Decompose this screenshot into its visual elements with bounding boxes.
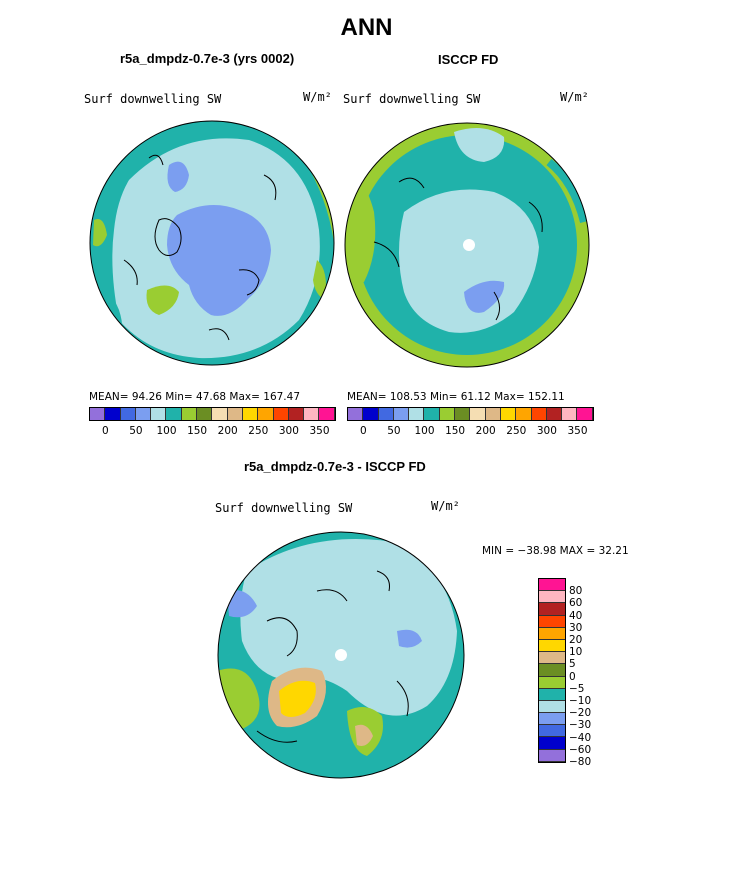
colorbar-tick-label: −60 <box>569 743 592 756</box>
colorbar-tick-label: 350 <box>567 425 588 437</box>
colorbar-tick-label: 250 <box>506 425 527 437</box>
colorbar-tick-label: 10 <box>569 646 583 659</box>
colorbar-tick-label: 50 <box>129 425 143 437</box>
colorbar-tick-label: 0 <box>569 670 576 683</box>
colorbar-tick-label: 250 <box>248 425 269 437</box>
colorbar-swatch <box>539 652 565 665</box>
colorbar-swatch <box>531 408 547 420</box>
colorbar-swatch <box>166 408 182 420</box>
colorbar-diff <box>538 578 566 763</box>
colorbar-tick-label: 200 <box>217 425 238 437</box>
colorbar-tick-label: 30 <box>569 621 583 634</box>
colorbar-swatch <box>363 408 379 420</box>
colorbar-swatch <box>539 737 565 750</box>
colorbar-tick-label: 300 <box>536 425 557 437</box>
colorbar-tick-label: −10 <box>569 695 592 707</box>
variable-label-diff: Surf downwelling SW <box>215 501 353 515</box>
colorbar-tick-label: −20 <box>569 707 592 720</box>
colorbar-swatch <box>562 408 578 420</box>
colorbar-swatch <box>539 664 565 677</box>
colorbar-swatch <box>539 713 565 726</box>
colorbar-swatch <box>319 408 335 420</box>
colorbar-tick-label: 150 <box>445 425 466 437</box>
colorbar-swatch <box>393 408 410 420</box>
colorbar-swatch <box>151 408 167 420</box>
colorbar-swatch <box>500 408 517 420</box>
stats-model: MEAN= 94.26 Min= 47.68 Max= 167.47 <box>89 391 301 403</box>
colorbar-tick-label: −30 <box>569 719 592 732</box>
colorbar-swatch <box>378 408 394 420</box>
colorbar-swatch <box>197 408 213 420</box>
panel-title-model: r5a_dmpdz-0.7e-3 (yrs 0002) <box>120 51 295 66</box>
units-label-model: W/m² <box>303 90 332 104</box>
polar-map-obs <box>344 122 590 368</box>
colorbar-tick-label: −40 <box>569 731 592 744</box>
colorbar-swatch <box>273 408 289 420</box>
colorbar-swatch <box>135 408 152 420</box>
colorbar-tick-label: 100 <box>414 425 435 437</box>
variable-label-obs: Surf downwelling SW <box>343 92 481 106</box>
colorbar-tick-label: 350 <box>309 425 330 437</box>
colorbar-swatch <box>539 676 565 689</box>
colorbar-swatch <box>455 408 471 420</box>
colorbar-swatch <box>539 688 565 701</box>
colorbar-swatch <box>539 591 565 604</box>
panel-title-obs: ISCCP FD <box>438 52 499 67</box>
colorbar-swatch <box>577 408 593 420</box>
colorbar-swatch <box>539 749 565 762</box>
colorbar-swatch <box>227 408 243 420</box>
colorbar-swatch <box>539 725 565 738</box>
colorbar-swatch <box>409 408 425 420</box>
stats-diff: MIN = −38.98 MAX = 32.21 <box>482 545 629 557</box>
colorbar-tick-label: 200 <box>475 425 496 437</box>
colorbar-swatch <box>212 408 228 420</box>
colorbar-tick-label: −5 <box>569 682 585 695</box>
colorbar-tick-label: 60 <box>569 597 583 610</box>
colorbar-swatch <box>539 700 565 714</box>
stats-obs: MEAN= 108.53 Min= 61.12 Max= 152.11 <box>347 391 565 403</box>
colorbar-tick-label: 0 <box>101 425 109 437</box>
colorbar-swatch <box>258 408 274 420</box>
colorbar-tick-label: 80 <box>569 585 583 598</box>
colorbar-swatch <box>470 408 486 420</box>
colorbar-swatch <box>424 408 440 420</box>
colorbar-obs <box>347 407 594 421</box>
colorbar-swatch <box>288 408 305 420</box>
colorbar-swatch <box>485 408 501 420</box>
colorbar-swatch <box>120 408 136 420</box>
colorbar-swatch <box>105 408 121 420</box>
colorbar-tick-label: 100 <box>156 425 177 437</box>
colorbar-swatch <box>348 408 364 420</box>
colorbar-swatch <box>539 627 565 640</box>
colorbar-tick-label: 5 <box>569 658 576 671</box>
colorbar-tick-label: 40 <box>569 609 583 622</box>
variable-label-model: Surf downwelling SW <box>84 92 222 106</box>
colorbar-swatch <box>304 408 320 420</box>
figure-title: ANN <box>340 14 393 41</box>
colorbar-swatch <box>439 408 456 420</box>
colorbar-swatch <box>539 615 565 628</box>
polar-map-model <box>89 120 335 366</box>
colorbar-swatch <box>539 603 565 616</box>
colorbar-tick-label: 300 <box>278 425 299 437</box>
units-label-diff: W/m² <box>431 499 460 513</box>
colorbar-tick-label: −80 <box>569 756 592 768</box>
polar-map-difference <box>217 531 465 779</box>
colorbar-swatch <box>539 579 565 592</box>
colorbar-swatch <box>181 408 198 420</box>
colorbar-model <box>89 407 336 421</box>
units-label-obs: W/m² <box>560 90 589 104</box>
colorbar-tick-label: 50 <box>387 425 401 437</box>
colorbar-tick-label: 20 <box>569 634 583 646</box>
colorbar-tick-label: 150 <box>187 425 208 437</box>
colorbar-swatch <box>546 408 563 420</box>
colorbar-swatch <box>539 639 565 653</box>
colorbar-tick-label: 0 <box>359 425 367 437</box>
colorbar-swatch <box>516 408 532 420</box>
colorbar-swatch <box>242 408 259 420</box>
colorbar-swatch <box>90 408 106 420</box>
panel-title-diff: r5a_dmpdz-0.7e-3 - ISCCP FD <box>244 459 426 474</box>
